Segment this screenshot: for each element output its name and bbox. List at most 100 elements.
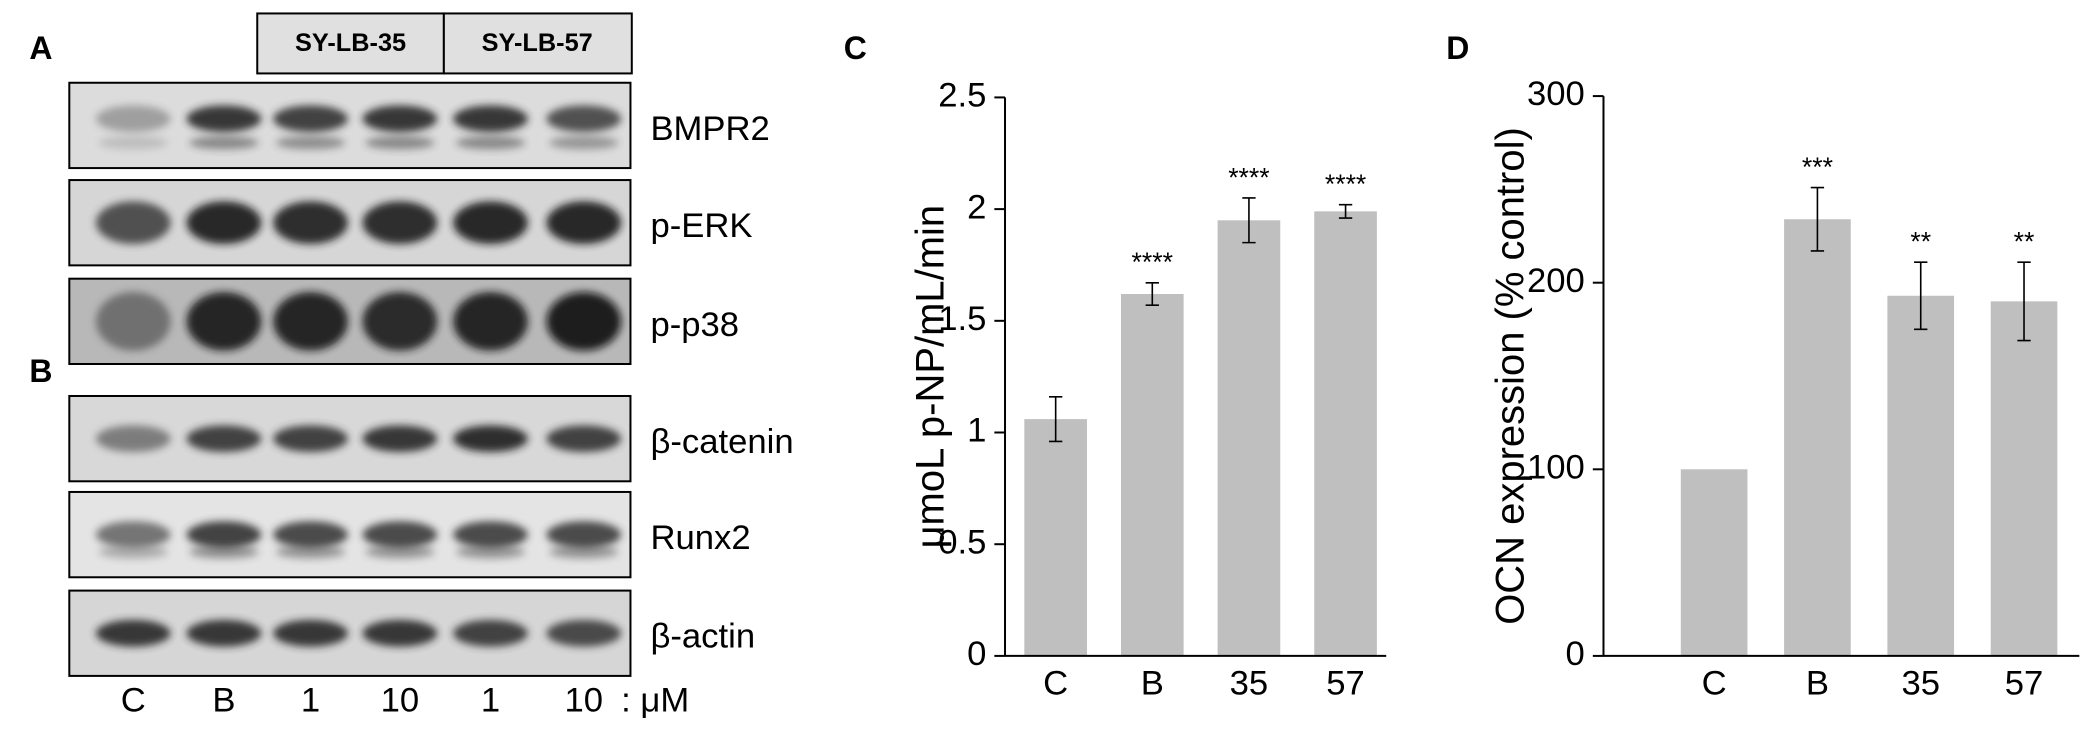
band: [546, 201, 622, 245]
y-tick-label: 1.5: [938, 300, 986, 338]
significance: **: [1910, 227, 1931, 257]
band: [455, 136, 526, 150]
significance: ****: [1325, 169, 1366, 199]
band: [273, 425, 348, 452]
y-tick-label: 2: [967, 188, 986, 226]
band: [186, 201, 262, 245]
y-tick-label: 300: [1527, 75, 1585, 113]
x-tick-label: 57: [2005, 664, 2044, 702]
blot-frame: [68, 179, 632, 267]
band: [95, 292, 171, 351]
x-tick-label: B: [1141, 664, 1164, 702]
band: [273, 521, 348, 548]
panel-label: B: [29, 353, 52, 389]
panel-label: D: [1446, 30, 1469, 66]
band: [186, 619, 262, 647]
bar: [1120, 294, 1184, 656]
band: [453, 201, 528, 245]
band: [455, 545, 526, 559]
significance: ***: [1802, 152, 1833, 182]
blot-frame: [68, 490, 632, 579]
band: [189, 136, 259, 150]
bar: [1314, 211, 1377, 656]
error-bar: [2017, 261, 2031, 342]
band: [546, 292, 622, 351]
band: [186, 425, 262, 452]
band: [453, 105, 528, 133]
y-tick-label: 2.5: [938, 77, 986, 115]
error-bar: [1338, 203, 1353, 219]
band: [273, 201, 348, 245]
band: [273, 619, 348, 647]
lane-label: B: [212, 682, 235, 720]
x-tick-label: C: [1702, 664, 1727, 702]
bar: [1990, 301, 2058, 656]
error-bar: [1810, 186, 1825, 252]
group-label: SY-LB-57: [482, 29, 593, 57]
y-tick-label: 100: [1527, 448, 1585, 486]
x-tick-label: 35: [1230, 664, 1269, 702]
bar: [1680, 469, 1748, 656]
blot-row-label: p-p38: [650, 306, 739, 344]
band: [453, 292, 528, 351]
band: [362, 201, 438, 245]
lane-label: 10: [565, 682, 604, 720]
y-axis-label: OCN expression (% control): [1488, 127, 1532, 625]
lane-label: 10: [381, 682, 420, 720]
band: [275, 545, 346, 559]
blot-row-label: β-actin: [650, 618, 755, 656]
bar: [1217, 220, 1281, 656]
band: [362, 425, 438, 452]
significance: ****: [1132, 247, 1173, 277]
y-tick-label: 1: [967, 412, 986, 450]
band: [186, 292, 262, 351]
x-tick-label: 57: [1326, 664, 1365, 702]
error-bar: [1145, 282, 1159, 306]
blot-frame: [68, 589, 632, 677]
y-tick-label: 0: [967, 635, 986, 673]
group-label: SY-LB-35: [295, 29, 406, 57]
band: [453, 521, 528, 548]
group-box: [256, 12, 445, 75]
group-box: [442, 12, 633, 75]
blot-row-label: Runx2: [650, 519, 750, 557]
band: [453, 425, 528, 452]
band: [98, 136, 168, 150]
band: [365, 545, 435, 559]
panel-label: A: [29, 30, 52, 66]
error-bar: [1914, 261, 1928, 331]
blot-row-label: p-ERK: [650, 207, 752, 245]
unit-label: : μM: [621, 682, 689, 720]
band: [362, 292, 438, 351]
bar: [1024, 419, 1087, 656]
blots: BMPR2 p-ERK p-p38 β-catenin Runx2 β-actin C B 1 1…: [68, 81, 794, 720]
band: [189, 545, 259, 559]
lane-label: 1: [481, 682, 500, 720]
blot-frame: [68, 277, 632, 366]
blot-frame: [68, 81, 632, 170]
y-tick-label: 0.5: [938, 523, 986, 561]
band: [98, 545, 168, 559]
band: [186, 105, 262, 133]
x-tick-label: 35: [1901, 664, 1940, 702]
blot-row-label: β-catenin: [650, 423, 793, 461]
band: [549, 545, 619, 559]
bar: [1784, 219, 1851, 656]
band: [362, 619, 438, 647]
y-axis-label: μmoL p-NP/mL/min: [909, 205, 953, 549]
lane-label: C: [121, 682, 146, 720]
y-tick-label: 200: [1527, 262, 1585, 300]
band: [362, 105, 438, 133]
error-bar: [1048, 395, 1063, 443]
blot-row-label: BMPR2: [650, 110, 769, 148]
lane-label: 1: [301, 682, 320, 720]
band: [95, 619, 171, 647]
y-tick-label: 0: [1566, 635, 1585, 673]
band: [549, 136, 619, 150]
band: [546, 521, 622, 548]
band: [273, 292, 348, 351]
band: [453, 619, 528, 647]
x-tick-label: C: [1043, 664, 1068, 702]
